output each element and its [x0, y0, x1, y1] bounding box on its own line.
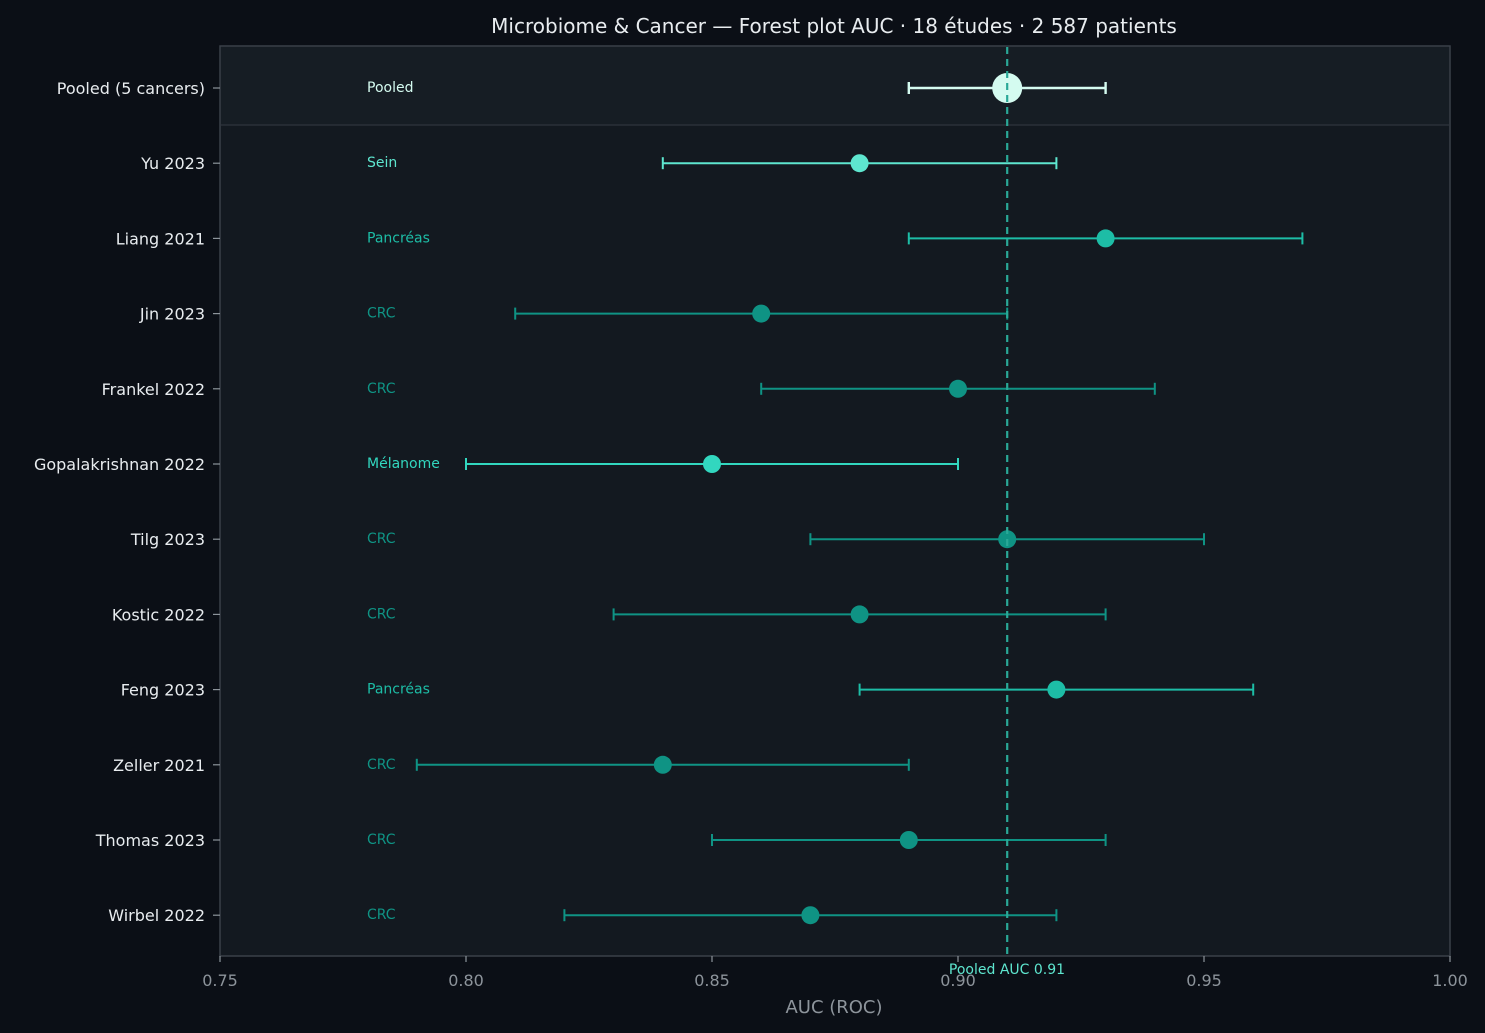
auc-point [703, 455, 721, 473]
cancer-type-label: CRC [367, 531, 396, 547]
cancer-type-label: CRC [367, 306, 396, 322]
study-row: Gopalakrishnan 2022 Mélanome [34, 455, 959, 474]
study-row: Yu 2023 Sein [140, 154, 1058, 173]
study-rows: Pooled (5 cancers) Pooled Yu 2023 Sein Liang… [34, 73, 1304, 925]
study-row: Wirbel 2022 CRC [108, 906, 1058, 925]
study-label: Yu 2023 [140, 154, 205, 173]
x-tick-label: 0.75 [202, 971, 238, 990]
study-label: Jin 2023 [139, 305, 205, 324]
x-tick-label: 0.85 [694, 971, 730, 990]
study-label: Wirbel 2022 [108, 906, 205, 925]
auc-point [653, 755, 672, 774]
study-row: Feng 2023 Pancréas [121, 680, 1255, 700]
cancer-type-label: Pooled [367, 80, 413, 96]
auc-point [850, 154, 869, 173]
x-tick-label: 0.95 [1186, 971, 1222, 990]
study-label: Thomas 2023 [95, 831, 205, 850]
auc-point [752, 304, 771, 323]
cancer-type-label: Pancréas [367, 230, 430, 246]
study-label: Zeller 2021 [113, 756, 205, 775]
study-row: Thomas 2023 CRC [95, 831, 1107, 850]
study-label: Pooled (5 cancers) [57, 79, 205, 98]
study-row: Frankel 2022 CRC [102, 379, 1156, 399]
auc-point [1096, 229, 1115, 248]
cancer-type-label: CRC [367, 757, 396, 773]
plot-area [219, 45, 1451, 957]
cancer-type-label: CRC [367, 606, 396, 622]
cancer-type-label: CRC [367, 907, 396, 923]
cancer-type-label: Mélanome [367, 456, 440, 472]
auc-point [949, 379, 967, 398]
chart-title: Microbiome & Cancer — Forest plot AUC · … [491, 14, 1177, 38]
study-row: Jin 2023 CRC [139, 304, 1009, 324]
auc-point [899, 831, 918, 849]
pooled-auc-annotation: Pooled AUC 0.91 [949, 962, 1065, 978]
study-row: Kostic 2022 CRC [112, 605, 1107, 624]
study-row: Liang 2021 Pancréas [116, 229, 1304, 248]
x-axis-label: AUC (ROC) [785, 997, 882, 1018]
study-label: Kostic 2022 [112, 605, 205, 624]
pooled-row-background [221, 47, 1449, 125]
study-row: Zeller 2021 CRC [113, 755, 910, 775]
study-label: Liang 2021 [116, 229, 205, 248]
cancer-type-label: Pancréas [367, 682, 430, 698]
auc-point [801, 906, 820, 925]
study-label: Feng 2023 [121, 681, 205, 700]
x-tick-label: 0.80 [448, 971, 484, 990]
cancer-type-label: CRC [367, 832, 396, 848]
x-tick-label: 0.90 [940, 971, 976, 990]
study-label: Gopalakrishnan 2022 [34, 455, 205, 474]
x-axis: 0.75 0.80 0.85 0.90 0.95 1.00 [202, 956, 1468, 990]
study-label: Tilg 2023 [130, 530, 205, 549]
x-tick-label: 1.00 [1432, 971, 1468, 990]
study-label: Frankel 2022 [102, 380, 205, 399]
cancer-type-label: CRC [367, 381, 396, 397]
auc-point [850, 605, 869, 624]
cancer-type-label: Sein [367, 155, 397, 171]
auc-point [1047, 680, 1066, 699]
